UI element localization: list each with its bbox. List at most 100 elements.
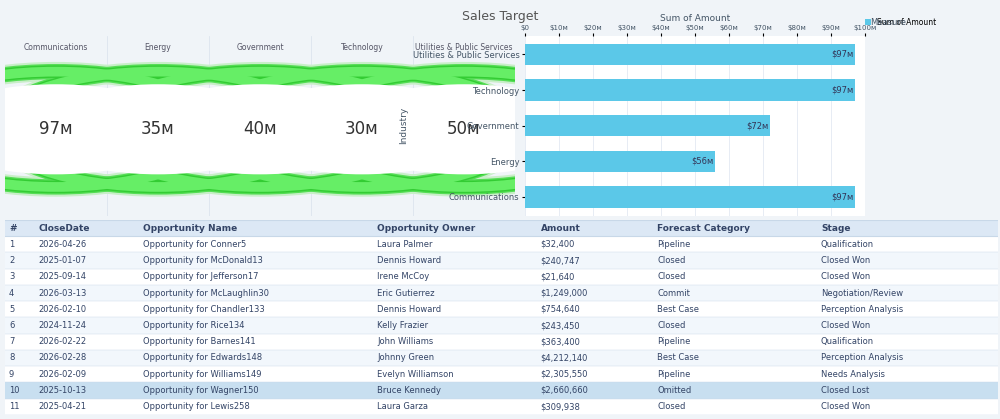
Bar	[525, 115, 770, 136]
Text: Bruce Kennedy: Bruce Kennedy	[377, 386, 441, 395]
Text: $72м: $72м	[746, 121, 768, 130]
Text: 2025-04-21: 2025-04-21	[38, 402, 86, 411]
Text: Communications: Communications	[24, 43, 88, 52]
Text: Opportunity Owner: Opportunity Owner	[377, 224, 475, 233]
Text: Laura Garza: Laura Garza	[377, 402, 428, 411]
Text: Forecast Category: Forecast Category	[657, 224, 750, 233]
Text: Opportunity for Wagner150: Opportunity for Wagner150	[143, 386, 259, 395]
Text: Dennis Howard: Dennis Howard	[377, 256, 441, 265]
Text: Measure: Measure	[870, 18, 906, 27]
FancyBboxPatch shape	[5, 334, 998, 350]
Text: 2026-02-10: 2026-02-10	[38, 305, 86, 314]
Text: Qualification: Qualification	[821, 337, 874, 346]
Text: 8: 8	[9, 354, 14, 362]
Text: Best Case: Best Case	[657, 305, 699, 314]
FancyBboxPatch shape	[5, 220, 998, 236]
Text: Omitted: Omitted	[657, 386, 692, 395]
Text: Opportunity for Chandler133: Opportunity for Chandler133	[143, 305, 265, 314]
Text: Negotiation/Review: Negotiation/Review	[821, 289, 903, 297]
Text: Opportunity for Jefferson17: Opportunity for Jefferson17	[143, 272, 259, 281]
Text: 4: 4	[9, 289, 14, 297]
FancyBboxPatch shape	[5, 252, 998, 269]
Text: Closed Lost: Closed Lost	[821, 386, 869, 395]
X-axis label: Sum of Amount: Sum of Amount	[660, 14, 730, 23]
Text: $363,400: $363,400	[541, 337, 580, 346]
Circle shape	[336, 84, 592, 174]
Text: 2025-09-14: 2025-09-14	[38, 272, 86, 281]
FancyBboxPatch shape	[5, 285, 998, 301]
Text: Opportunity Name: Opportunity Name	[143, 224, 238, 233]
Text: Opportunity for Rice134: Opportunity for Rice134	[143, 321, 245, 330]
FancyBboxPatch shape	[5, 318, 998, 334]
Text: $243,450: $243,450	[541, 321, 580, 330]
Text: Perception Analysis: Perception Analysis	[821, 305, 903, 314]
Text: $754,640: $754,640	[541, 305, 580, 314]
Circle shape	[31, 84, 286, 174]
Text: $97м: $97м	[831, 85, 853, 95]
Text: Commit: Commit	[657, 289, 690, 297]
Text: Best Case: Best Case	[657, 354, 699, 362]
Text: John Williams: John Williams	[377, 337, 433, 346]
Text: $4,212,140: $4,212,140	[541, 354, 588, 362]
FancyBboxPatch shape	[5, 398, 998, 415]
Text: Closed: Closed	[657, 402, 686, 411]
Text: 3: 3	[9, 272, 14, 281]
Text: $2,660,660: $2,660,660	[541, 386, 588, 395]
Text: Irene McCoy: Irene McCoy	[377, 272, 429, 281]
Text: 5: 5	[9, 305, 14, 314]
FancyBboxPatch shape	[5, 382, 998, 398]
Text: 35м: 35м	[141, 120, 175, 138]
Text: Opportunity for Edwards148: Opportunity for Edwards148	[143, 354, 262, 362]
Text: $309,938: $309,938	[541, 402, 580, 411]
Text: Amount: Amount	[541, 224, 580, 233]
Text: Qualification: Qualification	[821, 240, 874, 249]
Text: Pipeline: Pipeline	[657, 370, 691, 379]
Text: Closed Won: Closed Won	[821, 402, 870, 411]
Circle shape	[132, 84, 388, 174]
Bar	[525, 44, 855, 65]
Circle shape	[0, 84, 184, 174]
Legend: Sum of Amount: Sum of Amount	[865, 18, 936, 27]
Text: 50м: 50м	[447, 120, 481, 138]
Text: $97м: $97м	[831, 50, 853, 59]
Text: Opportunity for Lewis258: Opportunity for Lewis258	[143, 402, 250, 411]
Text: 2024-11-24: 2024-11-24	[38, 321, 86, 330]
Text: Closed: Closed	[657, 256, 686, 265]
Text: Closed: Closed	[657, 321, 686, 330]
Text: 2025-10-13: 2025-10-13	[38, 386, 86, 395]
Text: Closed: Closed	[657, 272, 686, 281]
Text: $1,249,000: $1,249,000	[541, 289, 588, 297]
Text: 2025-01-07: 2025-01-07	[38, 256, 86, 265]
Text: 2026-02-22: 2026-02-22	[38, 337, 86, 346]
Text: Technology: Technology	[341, 43, 383, 52]
Text: Pipeline: Pipeline	[657, 337, 691, 346]
Text: 11: 11	[9, 402, 19, 411]
FancyBboxPatch shape	[5, 366, 998, 382]
Text: Eric Gutierrez: Eric Gutierrez	[377, 289, 434, 297]
Text: 2026-02-28: 2026-02-28	[38, 354, 86, 362]
Text: $97м: $97м	[831, 192, 853, 202]
FancyBboxPatch shape	[5, 236, 998, 252]
Text: Dennis Howard: Dennis Howard	[377, 305, 441, 314]
Text: 40м: 40м	[243, 120, 277, 138]
Bar	[525, 150, 715, 172]
Text: $21,640: $21,640	[541, 272, 575, 281]
Text: Closed Won: Closed Won	[821, 256, 870, 265]
Text: 9: 9	[9, 370, 14, 379]
Text: Energy: Energy	[145, 43, 171, 52]
Text: 2: 2	[9, 256, 14, 265]
Text: 97м: 97м	[39, 120, 73, 138]
Text: Needs Analysis: Needs Analysis	[821, 370, 885, 379]
Text: Government: Government	[236, 43, 284, 52]
Text: 10: 10	[9, 386, 19, 395]
Text: Opportunity for McDonald13: Opportunity for McDonald13	[143, 256, 263, 265]
Bar	[525, 80, 855, 101]
Text: $56м: $56м	[691, 157, 714, 166]
Text: Laura Palmer: Laura Palmer	[377, 240, 432, 249]
Text: Opportunity for Barnes141: Opportunity for Barnes141	[143, 337, 256, 346]
Text: #: #	[9, 224, 16, 233]
Text: Stage: Stage	[821, 224, 850, 233]
Text: $240,747: $240,747	[541, 256, 580, 265]
Text: Closed Won: Closed Won	[821, 272, 870, 281]
Text: Pipeline: Pipeline	[657, 240, 691, 249]
